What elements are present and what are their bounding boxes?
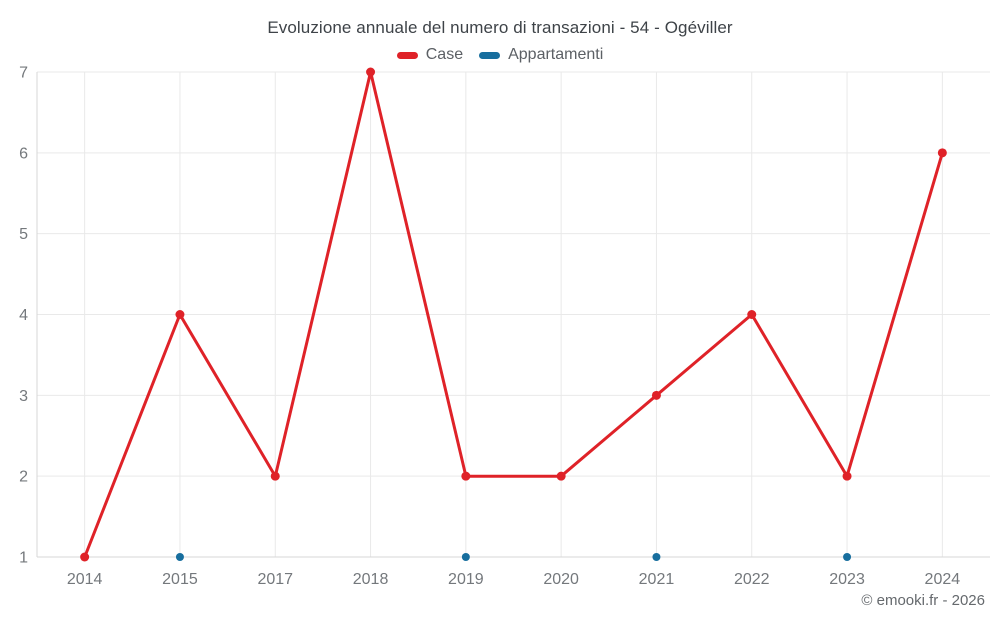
x-tick-label: 2018 xyxy=(353,571,389,588)
x-tick-label: 2015 xyxy=(162,571,198,588)
y-tick-label: 3 xyxy=(19,388,28,405)
x-tick-label: 2021 xyxy=(639,571,675,588)
data-point-case-2024 xyxy=(937,148,947,158)
data-point-case-2019 xyxy=(461,471,471,481)
x-tick-label: 2019 xyxy=(448,571,484,588)
legend-item-appartamenti[interactable]: Appartamenti xyxy=(479,46,603,64)
copyright-text: © emooki.fr - 2026 xyxy=(861,592,985,609)
y-tick-label: 1 xyxy=(19,550,28,567)
chart-title: Evoluzione annuale del numero di transaz… xyxy=(267,18,733,37)
legend-label-appartamenti: Appartamenti xyxy=(508,46,604,63)
legend-item-case[interactable]: Case xyxy=(396,46,464,64)
x-tick-label: 2014 xyxy=(67,571,103,588)
data-point-case-2021 xyxy=(651,390,661,400)
data-point-appartamenti-2023 xyxy=(843,553,852,561)
y-tick-label: 2 xyxy=(19,469,28,486)
data-point-appartamenti-2015 xyxy=(175,553,184,561)
data-point-case-2018 xyxy=(366,67,376,77)
chart-legend: Case Appartamenti xyxy=(0,45,1000,65)
legend-swatch-appartamenti-icon xyxy=(479,51,501,59)
y-tick-label: 7 xyxy=(19,65,28,82)
series-line-case xyxy=(83,70,944,559)
x-tick-label: 2023 xyxy=(829,571,865,588)
data-point-appartamenti-2019 xyxy=(461,553,470,561)
data-point-case-2023 xyxy=(842,471,852,481)
data-point-case-2020 xyxy=(556,471,566,481)
x-tick-label: 2017 xyxy=(257,571,293,588)
data-point-case-2017 xyxy=(270,471,280,481)
x-tick-label: 2020 xyxy=(543,571,579,588)
y-tick-label: 6 xyxy=(19,145,28,162)
legend-label-case: Case xyxy=(425,46,464,63)
data-point-case-2022 xyxy=(747,310,757,319)
data-point-case-2015 xyxy=(175,310,185,319)
data-point-case-2014 xyxy=(80,552,90,562)
y-tick-label: 5 xyxy=(19,226,28,243)
x-tick-label: 2024 xyxy=(925,571,961,588)
x-tick-label: 2022 xyxy=(734,571,770,588)
legend-swatch-case-icon xyxy=(396,51,418,59)
data-point-appartamenti-2021 xyxy=(652,553,661,561)
y-tick-label: 4 xyxy=(19,307,28,324)
